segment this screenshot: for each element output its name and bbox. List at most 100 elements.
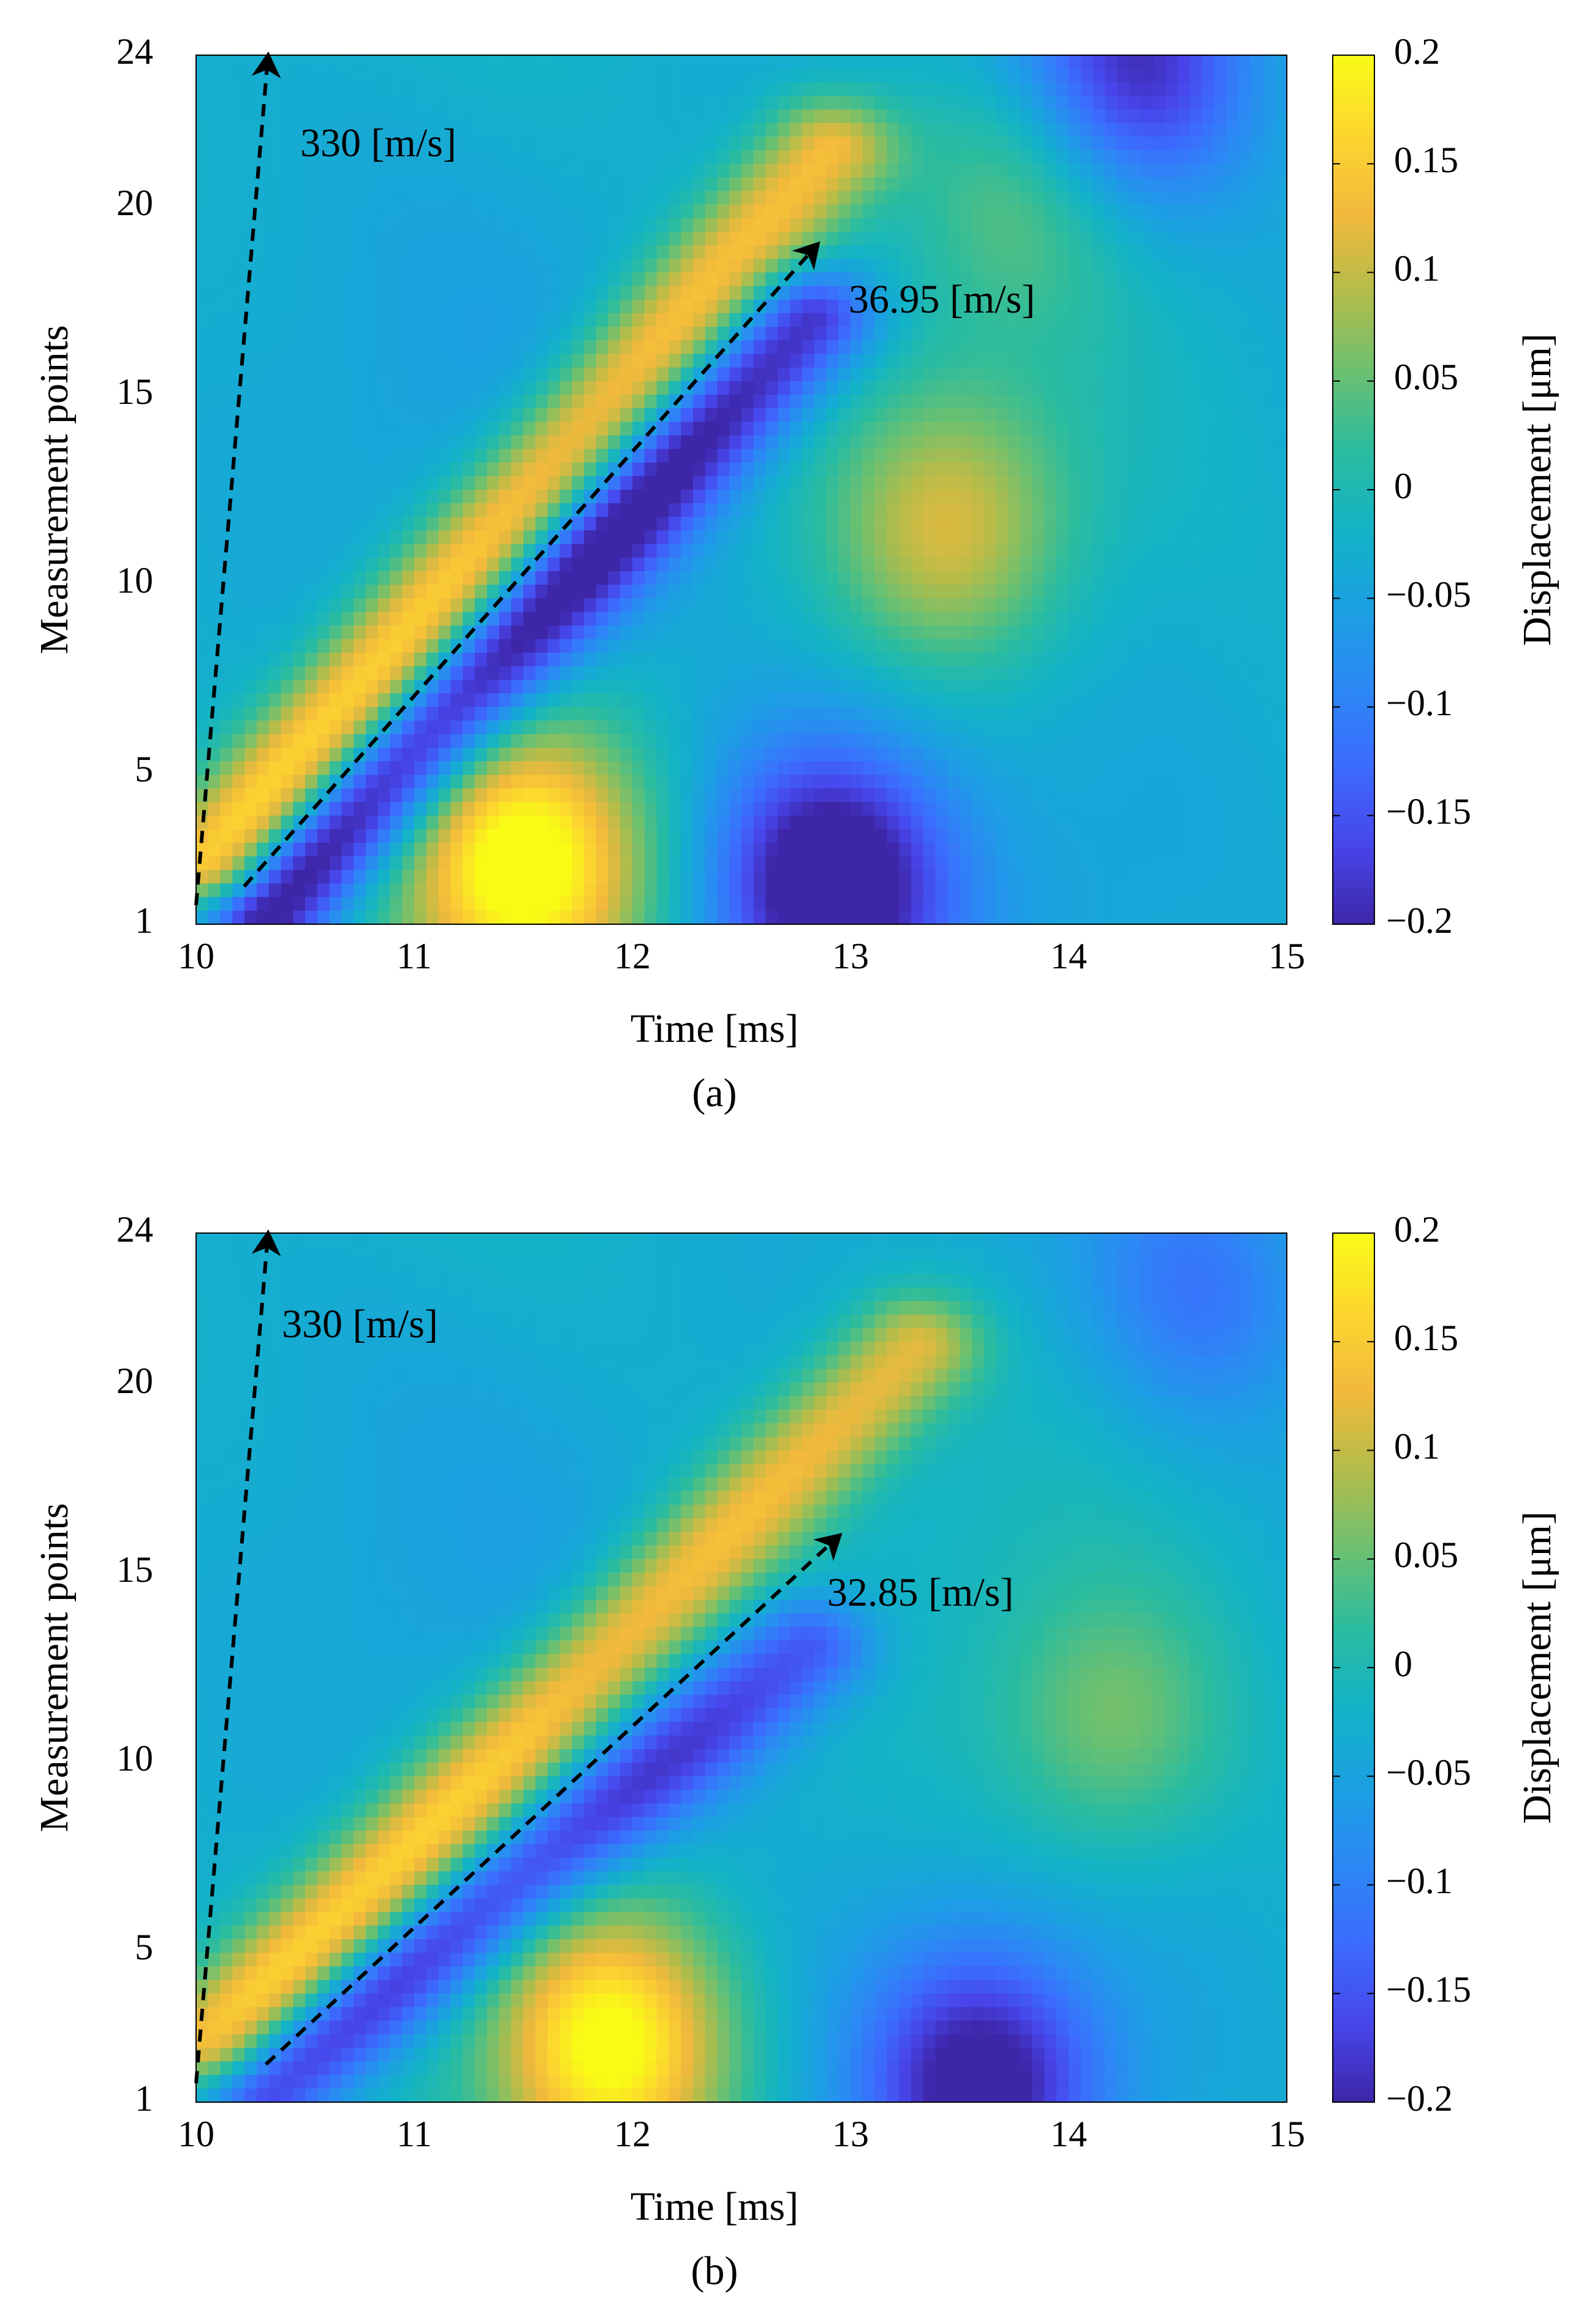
heatmap-cell <box>801 530 815 545</box>
heatmap-cell <box>596 232 609 246</box>
heatmap-cell <box>1056 218 1069 232</box>
heatmap-cell <box>244 191 257 205</box>
heatmap-cell <box>426 625 439 640</box>
heatmap-cell <box>656 218 670 232</box>
heatmap-cell <box>1008 313 1021 328</box>
heatmap-cell <box>535 462 548 477</box>
heatmap-cell <box>838 788 851 803</box>
heatmap-cell <box>1056 82 1069 97</box>
heatmap-cell <box>656 625 670 640</box>
heatmap-cell <box>523 191 536 205</box>
heatmap-cell <box>511 381 524 395</box>
heatmap-cell <box>1153 462 1167 477</box>
heatmap-cell <box>608 761 621 776</box>
heatmap-cell <box>572 680 585 694</box>
heatmap-cell <box>1020 557 1033 572</box>
heatmap-cell <box>983 788 997 803</box>
heatmap-cell <box>923 734 936 748</box>
heatmap-cell <box>1069 327 1082 341</box>
heatmap-cell <box>377 150 391 165</box>
heatmap-cell <box>899 259 912 273</box>
heatmap-cell <box>1178 530 1191 545</box>
heatmap-cell <box>463 218 475 232</box>
heatmap-cell <box>1189 422 1203 436</box>
heatmap-cell <box>778 517 791 531</box>
heatmap-cell <box>1008 96 1021 110</box>
heatmap-cell <box>1056 191 1069 205</box>
heatmap-cell <box>1020 625 1033 640</box>
heatmap-cell <box>765 490 779 504</box>
heatmap-cell <box>426 788 439 803</box>
heatmap-cell <box>293 666 306 681</box>
heatmap-cell <box>1238 788 1251 803</box>
heatmap-cell <box>669 340 682 355</box>
heatmap-cell <box>669 517 682 531</box>
heatmap-cell <box>281 490 294 504</box>
heatmap-cell <box>644 707 657 721</box>
heatmap-cell <box>1275 109 1287 124</box>
heatmap-cell <box>511 720 524 735</box>
heatmap-cell <box>559 449 573 463</box>
heatmap-cell <box>450 177 464 192</box>
heatmap-cell <box>341 476 355 490</box>
heatmap-cell <box>293 82 306 97</box>
heatmap-cell <box>559 761 573 776</box>
heatmap-cell <box>753 503 767 518</box>
heatmap-cell <box>741 232 754 246</box>
heatmap-cell <box>887 204 900 219</box>
heatmap-cell <box>1044 394 1058 409</box>
heatmap-cell <box>814 313 827 328</box>
heatmap-cell <box>923 123 936 137</box>
heatmap-cell <box>790 136 803 151</box>
heatmap-cell <box>765 55 779 70</box>
heatmap-cell <box>971 327 985 341</box>
heatmap-cell <box>402 503 415 518</box>
heatmap-cell <box>1069 109 1082 124</box>
heatmap-cell <box>1153 299 1167 314</box>
heatmap-cell <box>814 652 827 667</box>
heatmap-cell <box>899 367 912 382</box>
heatmap-cell <box>390 761 403 776</box>
heatmap-cell <box>1153 218 1167 232</box>
heatmap-cell <box>220 381 233 395</box>
heatmap-cell <box>960 544 972 558</box>
heatmap-cell <box>511 734 524 748</box>
heatmap-cell <box>692 680 706 694</box>
heatmap-cell <box>1238 340 1251 355</box>
heatmap-cell <box>862 652 876 667</box>
heatmap-cell <box>463 150 475 165</box>
heatmap-cell <box>474 204 488 219</box>
heatmap-cell <box>705 625 718 640</box>
heatmap-cell <box>669 272 682 287</box>
heatmap-cell <box>426 747 439 762</box>
heatmap-cell <box>559 123 573 137</box>
heatmap-cell <box>753 585 767 599</box>
heatmap-cell <box>1117 299 1130 314</box>
heatmap-cell <box>1275 775 1287 789</box>
heatmap-cell <box>1044 666 1058 681</box>
heatmap-cell <box>741 96 754 110</box>
heatmap-cell <box>1165 775 1178 789</box>
heatmap-cell <box>1044 204 1058 219</box>
heatmap-cell <box>293 259 306 273</box>
heatmap-cell <box>1165 327 1178 341</box>
heatmap-cell <box>583 557 597 572</box>
heatmap-cell <box>778 245 791 260</box>
heatmap-cell <box>790 652 803 667</box>
heatmap-cell <box>402 625 415 640</box>
heatmap-cell <box>365 232 379 246</box>
heatmap-cell <box>1275 490 1287 504</box>
heatmap-cell <box>293 503 306 518</box>
heatmap-cell <box>1202 720 1215 735</box>
heatmap-cell <box>644 585 657 599</box>
heatmap-cell <box>572 435 585 450</box>
heatmap-cell <box>487 109 500 124</box>
heatmap-cell <box>765 598 779 613</box>
heatmap-cell <box>692 788 706 803</box>
heatmap-cell <box>765 422 779 436</box>
heatmap-cell <box>971 720 985 735</box>
heatmap-cell <box>1189 557 1203 572</box>
heatmap-cell <box>511 693 524 708</box>
heatmap-cell <box>377 367 391 382</box>
heatmap-cell <box>1080 381 1094 395</box>
